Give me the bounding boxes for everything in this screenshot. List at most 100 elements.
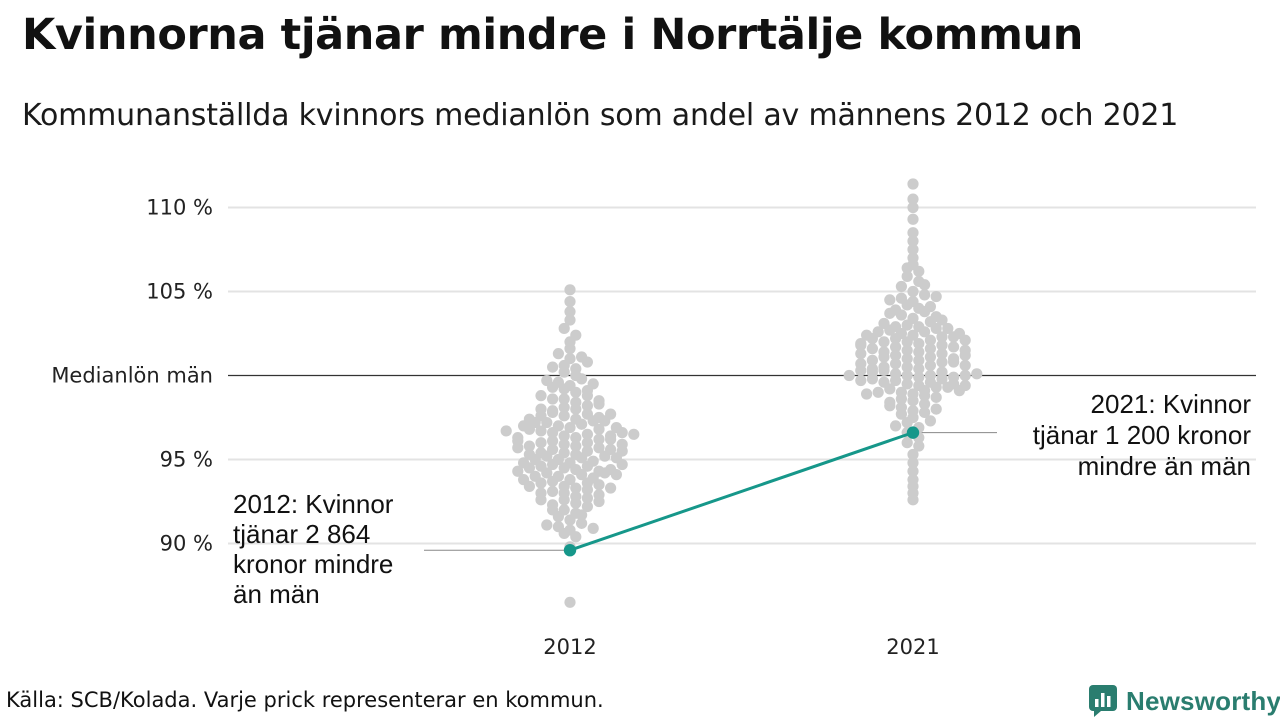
- municipality-dot: [913, 354, 925, 366]
- municipality-dot: [901, 378, 913, 390]
- municipality-dot: [930, 381, 942, 393]
- municipality-dot: [547, 475, 559, 487]
- municipality-dot: [855, 339, 867, 351]
- municipality-dot: [942, 322, 954, 335]
- municipality-dot: [558, 462, 570, 474]
- municipality-dot: [558, 393, 570, 405]
- municipality-dot: [855, 364, 867, 377]
- municipality-dot: [907, 243, 919, 256]
- municipality-dot: [547, 485, 559, 498]
- municipality-dot: [581, 460, 594, 472]
- municipality-dot: [581, 400, 594, 412]
- chart-subtitle: Kommunanställda kvinnors medianlön som a…: [22, 98, 1179, 133]
- municipality-dot: [866, 354, 879, 366]
- municipality-dot: [866, 332, 879, 345]
- municipality-dot: [593, 442, 605, 454]
- municipality-dot: [942, 381, 954, 393]
- newsworthy-logo[interactable]: Newsworthy: [1088, 684, 1280, 718]
- municipality-dot: [907, 457, 919, 469]
- municipality-dot: [901, 353, 913, 365]
- source-note: Källa: SCB/Kolada. Varje prick represent…: [6, 688, 604, 712]
- municipality-dot: [576, 517, 588, 529]
- gridlines: [228, 206, 1256, 545]
- municipality-dot: [581, 428, 594, 440]
- municipality-dot: [855, 374, 867, 387]
- newsworthy-logo-icon: [1089, 685, 1117, 717]
- municipality-dot: [605, 482, 617, 494]
- municipality-dot: [930, 322, 942, 335]
- municipality-dot: [552, 348, 565, 360]
- municipality-dot: [953, 385, 966, 397]
- municipality-dot: [558, 383, 570, 395]
- annotation-2012-line: 2012: Kvinnor: [233, 489, 394, 519]
- municipality-dot: [581, 390, 594, 402]
- municipality-dot: [564, 343, 576, 355]
- municipality-dot: [593, 495, 605, 508]
- municipality-dot: [959, 369, 971, 382]
- municipality-dot: [564, 314, 576, 326]
- municipality-dot: [907, 494, 919, 506]
- municipality-dot: [901, 336, 913, 348]
- municipality-dot: [581, 500, 594, 513]
- municipality-dot: [593, 423, 605, 435]
- municipality-dot: [913, 440, 925, 452]
- annotation-2021: 2021: Kvinnor tjänar 1 200 kronor mindre ä…: [1033, 389, 1252, 481]
- municipality-dot: [913, 337, 925, 350]
- y-tick-label: 110 %: [146, 196, 213, 220]
- municipality-dots: [500, 178, 983, 608]
- municipality-dot: [919, 326, 931, 338]
- municipality-dot: [866, 343, 879, 355]
- municipality-dot: [558, 527, 570, 540]
- municipality-dot: [901, 344, 913, 356]
- municipality-dot: [512, 465, 524, 477]
- chart-title: Kvinnorna tjänar mindre i Norrtälje komm…: [22, 10, 1083, 60]
- municipality-dot: [570, 497, 582, 509]
- x-tick-label: 2021: [886, 635, 939, 659]
- municipality-dot: [564, 514, 576, 526]
- municipality-dot: [895, 393, 908, 405]
- x-axis-tick-labels: 2012 2021: [543, 635, 939, 659]
- municipality-dot: [523, 462, 536, 474]
- municipality-dot: [948, 331, 960, 343]
- municipality-dot: [576, 418, 588, 430]
- municipality-dot: [570, 440, 582, 452]
- municipality-dot: [866, 373, 879, 385]
- municipality-dot: [610, 469, 623, 481]
- municipality-dot: [581, 437, 594, 449]
- municipality-dot: [924, 415, 937, 427]
- municipality-dot: [605, 433, 617, 445]
- municipality-dot: [587, 415, 599, 427]
- municipality-dot: [907, 285, 919, 298]
- municipality-dot: [593, 479, 605, 491]
- municipality-dot: [907, 201, 919, 214]
- municipality-dot: [576, 469, 588, 481]
- municipality-dot: [919, 398, 931, 410]
- norrtalje-dot: [906, 426, 920, 439]
- municipality-dot: [616, 427, 628, 439]
- municipality-dot: [843, 369, 855, 382]
- municipality-dot: [570, 386, 582, 398]
- municipality-dot: [907, 227, 919, 239]
- municipality-dot: [558, 494, 570, 506]
- municipality-dot: [901, 299, 913, 311]
- municipality-dot: [948, 356, 960, 368]
- municipality-dot: [558, 430, 570, 442]
- municipality-dot: [936, 373, 948, 385]
- municipality-dot: [930, 403, 942, 415]
- municipality-dot: [564, 284, 576, 296]
- municipality-dot: [890, 349, 902, 361]
- municipality-dot: [907, 448, 919, 461]
- municipality-dot: [890, 358, 902, 370]
- municipality-dot: [570, 403, 582, 415]
- municipality-dot: [547, 361, 559, 373]
- municipality-dot: [581, 492, 594, 504]
- municipality-dot: [913, 371, 925, 383]
- municipality-dot: [901, 262, 913, 274]
- norrtalje-highlight: [563, 426, 920, 557]
- municipality-dot: [884, 294, 896, 306]
- annotation-2021-line: tjänar 1 200 kronor: [1033, 420, 1252, 450]
- municipality-dot: [959, 359, 971, 372]
- municipality-dot: [907, 178, 919, 190]
- municipality-dot: [599, 467, 611, 479]
- norrtalje-dot: [563, 544, 577, 557]
